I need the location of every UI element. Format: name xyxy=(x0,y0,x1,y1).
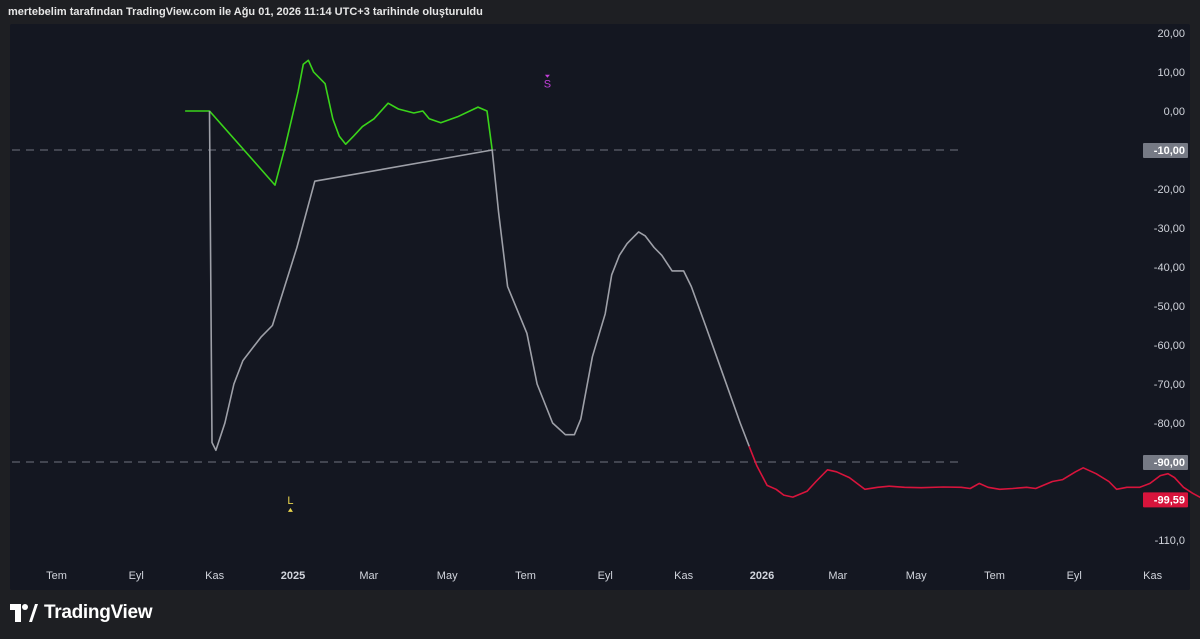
y-tick-label: -40,00 xyxy=(1154,262,1185,274)
y-tick-label: -60,00 xyxy=(1154,340,1185,352)
reference-line-label: -10,00 xyxy=(1154,145,1185,157)
y-tick-label: -30,00 xyxy=(1154,223,1185,235)
long-signal-label: L xyxy=(287,495,293,507)
tradingview-logo[interactable]: TradingView xyxy=(10,600,153,626)
y-tick-label: -110,0 xyxy=(1155,535,1185,547)
y-tick-label: 0,00 xyxy=(1164,106,1185,118)
last-value-label: -99,59 xyxy=(1154,494,1185,506)
long-signal-arrow xyxy=(287,507,293,512)
series-line-red xyxy=(748,446,1200,499)
y-tick-label: -20,00 xyxy=(1154,184,1185,196)
x-tick-label: May xyxy=(906,570,927,582)
y-tick-label: -70,00 xyxy=(1154,379,1185,391)
chart-panel[interactable] xyxy=(10,24,1190,590)
short-signal-arrow xyxy=(544,74,550,78)
x-tick-label: May xyxy=(437,570,458,582)
x-tick-label: Kas xyxy=(1143,570,1162,582)
x-tick-label: 2026 xyxy=(750,570,774,582)
x-tick-label: 2025 xyxy=(281,570,305,582)
x-tick-label: Eyl xyxy=(129,570,144,582)
reference-line-label-box xyxy=(1143,143,1188,158)
y-tick-label: -80,00 xyxy=(1154,418,1185,430)
x-tick-label: Kas xyxy=(205,570,224,582)
series-line-green xyxy=(185,59,493,186)
short-signal-label: S xyxy=(544,79,551,91)
chart-attribution-text: mertebelim tarafından TradingView.com il… xyxy=(8,6,483,18)
series-line-gray xyxy=(208,110,750,452)
x-tick-label: Tem xyxy=(515,570,536,582)
x-tick-label: Eyl xyxy=(598,570,613,582)
x-tick-label: Tem xyxy=(46,570,67,582)
y-tick-label: 10,00 xyxy=(1157,67,1185,79)
x-tick-label: Kas xyxy=(674,570,693,582)
tradingview-brand-text: TradingView xyxy=(44,602,153,623)
y-tick-label: -50,00 xyxy=(1154,301,1185,313)
tradingview-logo-icon xyxy=(10,604,38,622)
x-tick-label: Mar xyxy=(359,570,378,582)
reference-line-label-box xyxy=(1143,455,1188,470)
last-value-label-box xyxy=(1143,492,1188,508)
y-tick-label: 20,00 xyxy=(1157,28,1185,40)
x-tick-label: Eyl xyxy=(1067,570,1082,582)
reference-line-label: -90,00 xyxy=(1154,457,1185,469)
x-tick-label: Mar xyxy=(828,570,847,582)
x-tick-label: Tem xyxy=(984,570,1005,582)
